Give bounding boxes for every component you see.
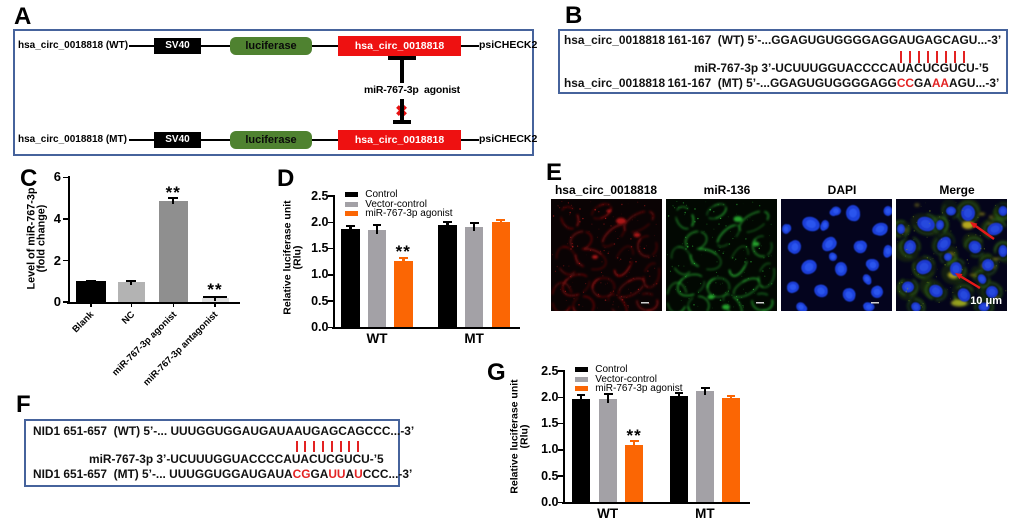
svg-text:10 μm: 10 μm bbox=[970, 295, 1002, 307]
